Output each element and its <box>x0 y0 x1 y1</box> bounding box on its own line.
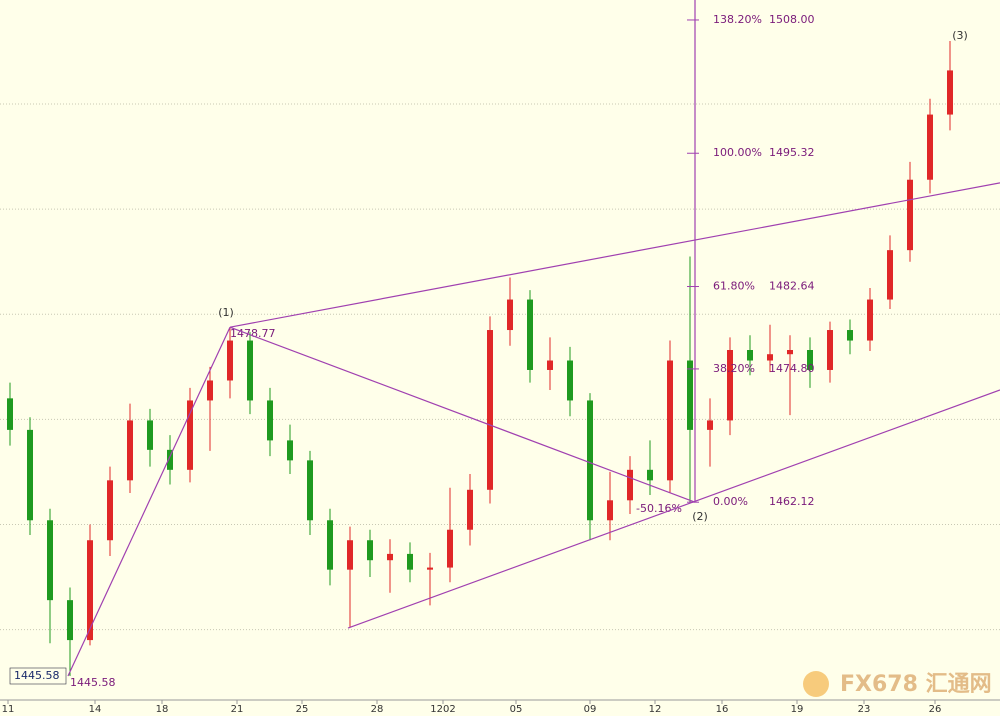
candle-body <box>427 567 433 570</box>
candle-body <box>167 449 173 470</box>
candle-body <box>287 440 293 461</box>
point-label: 1445.58 <box>70 676 116 689</box>
x-tick-label: 1202 <box>430 704 455 715</box>
candle-body <box>627 469 633 501</box>
candle-body <box>707 420 713 430</box>
x-tick-label: 25 <box>296 704 309 715</box>
candle-body <box>367 540 373 561</box>
x-tick-label: 11 <box>2 704 15 715</box>
wave-label: (1) <box>218 306 234 319</box>
candle-body <box>327 520 333 570</box>
candle-body <box>67 600 73 641</box>
candle-body <box>807 350 813 370</box>
x-tick-label: 23 <box>858 704 871 715</box>
candle-body <box>727 350 733 421</box>
candle-body <box>547 360 553 370</box>
x-tick-label: 09 <box>584 704 597 715</box>
fib-percent: 38.20% <box>713 362 755 375</box>
wave-label: (3) <box>952 29 968 42</box>
candle-body <box>927 114 933 180</box>
x-tick-label: 05 <box>510 704 523 715</box>
candle-body <box>47 520 53 601</box>
candle-body <box>407 553 413 570</box>
candle-body <box>87 540 93 641</box>
watermark: FX678 汇通网 <box>840 672 992 697</box>
candle-body <box>207 380 213 401</box>
fib-percent: 0.00% <box>713 495 748 508</box>
fib-price: 1462.12 <box>769 495 815 508</box>
x-tick-label: 18 <box>156 704 169 715</box>
fib-percent: 100.00% <box>713 146 762 159</box>
candle-body <box>747 350 753 361</box>
x-tick-label: 28 <box>371 704 384 715</box>
fib-percent: 61.80% <box>713 280 755 293</box>
candle-body <box>307 460 313 521</box>
candle-body <box>507 299 513 331</box>
candle-body <box>647 469 653 481</box>
price-box-label: 1445.58 <box>14 669 60 682</box>
candle-body <box>247 340 253 401</box>
candle-body <box>607 500 613 521</box>
x-tick-label: 26 <box>929 704 942 715</box>
trendline <box>347 389 1000 629</box>
trendline <box>67 326 231 677</box>
candle-body <box>787 350 793 355</box>
fib-percent: 138.20% <box>713 13 762 26</box>
candle-body <box>27 429 33 521</box>
trendline <box>229 182 1000 328</box>
candle-body <box>907 179 913 251</box>
candle-body <box>847 330 853 341</box>
candle-body <box>527 299 533 370</box>
watermark-icon <box>803 671 829 697</box>
candle-body <box>227 340 233 381</box>
candle-body <box>147 420 153 450</box>
candle-body <box>7 398 13 430</box>
candle-body <box>867 299 873 341</box>
candle-body <box>947 70 953 115</box>
candle-body <box>447 529 453 568</box>
point-label: 1478.77 <box>230 327 276 340</box>
candle-body <box>487 330 493 490</box>
plot-area <box>0 40 1000 677</box>
fib-price: 1495.32 <box>769 146 815 159</box>
candle-body <box>387 553 393 561</box>
candle-body <box>687 360 693 430</box>
x-tick-label: 16 <box>716 704 729 715</box>
fib-price: 1482.64 <box>769 280 815 293</box>
fib-price: 1508.00 <box>769 13 815 26</box>
candle-body <box>827 330 833 370</box>
extension-label: -50.16% <box>636 502 682 515</box>
candle-body <box>567 360 573 401</box>
wave-label: (2) <box>692 510 708 523</box>
x-tick-label: 14 <box>89 704 102 715</box>
candle-body <box>767 354 773 361</box>
fib-price: 1474.80 <box>769 362 815 375</box>
price-box <box>9 667 67 685</box>
candle-body <box>187 400 193 470</box>
candle-body <box>107 480 113 541</box>
x-tick-label: 19 <box>791 704 804 715</box>
candle-body <box>467 489 473 530</box>
candle-body <box>887 250 893 300</box>
trendline <box>229 326 696 503</box>
candle-body <box>347 540 353 570</box>
x-tick-label: 12 <box>649 704 662 715</box>
candle-body <box>267 400 273 441</box>
x-tick-label: 21 <box>231 704 244 715</box>
candle-body <box>587 400 593 521</box>
candle-body <box>127 420 133 481</box>
candle-body <box>667 360 673 481</box>
